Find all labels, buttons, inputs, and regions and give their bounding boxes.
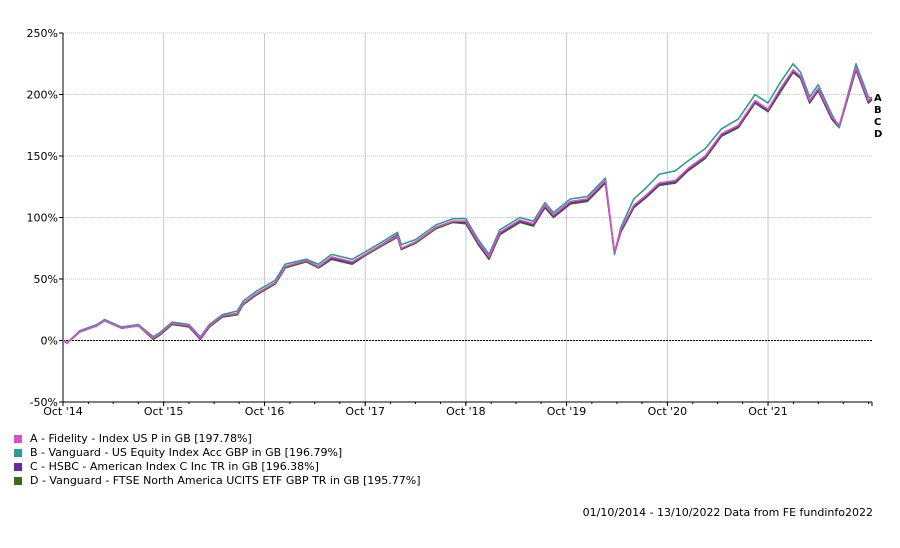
- x-tick-label: Oct '14: [43, 405, 83, 418]
- x-tick-label: Oct '20: [648, 405, 688, 418]
- data-source-footer: 01/10/2014 - 13/10/2022 Data from FE fun…: [582, 506, 873, 519]
- y-tick-label: 100%: [27, 212, 58, 225]
- x-tick-label: Oct '21: [748, 405, 788, 418]
- legend-item: A - Fidelity - Index US P in GB [197.78%…: [14, 432, 421, 446]
- legend: A - Fidelity - Index US P in GB [197.78%…: [14, 432, 421, 488]
- legend-label: D - Vanguard - FTSE North America UCITS …: [30, 474, 421, 487]
- series-lines: [62, 62, 873, 344]
- y-tick-labels: -50% 0% 50% 100% 150% 200% 250%: [27, 27, 58, 409]
- legend-item: C - HSBC - American Index C Inc TR in GB…: [14, 460, 421, 474]
- series-line-b: [62, 62, 873, 344]
- legend-swatch: [14, 463, 22, 471]
- x-tick-label: Oct '17: [345, 405, 385, 418]
- legend-label: A - Fidelity - Index US P in GB [197.78%…: [30, 432, 252, 445]
- x-tick-label: Oct '18: [446, 405, 486, 418]
- legend-item: D - Vanguard - FTSE North America UCITS …: [14, 474, 421, 488]
- chart: -50% 0% 50% 100% 150% 200% 250% Oct '14 Oct '15…: [27, 27, 883, 418]
- y-tick-label: 150%: [27, 150, 58, 163]
- legend-item: B - Vanguard - US Equity Index Acc GBP i…: [14, 446, 421, 460]
- y-tick-label: 0%: [41, 335, 58, 348]
- y-tick-label: -50%: [30, 396, 58, 409]
- end-label-c: C: [874, 117, 881, 128]
- x-tick-labels: Oct '14 Oct '15 Oct '16 Oct '17 Oct '18 Oct '…: [43, 405, 788, 418]
- legend-label: C - HSBC - American Index C Inc TR in GB…: [30, 460, 319, 473]
- legend-swatch: [14, 477, 22, 485]
- y-tick-label: 250%: [27, 27, 58, 40]
- series-line-a: [62, 66, 873, 344]
- series-line-d: [62, 69, 873, 344]
- end-label-d: D: [874, 129, 882, 140]
- x-tick-label: Oct '19: [547, 405, 587, 418]
- end-label-a: A: [874, 93, 882, 104]
- legend-swatch: [14, 449, 22, 457]
- y-tick-label: 200%: [27, 89, 58, 102]
- legend-swatch: [14, 435, 22, 443]
- end-label-b: B: [874, 105, 882, 116]
- legend-label: B - Vanguard - US Equity Index Acc GBP i…: [30, 446, 343, 459]
- x-tick-label: Oct '15: [144, 405, 184, 418]
- y-tick-label: 50%: [34, 273, 58, 286]
- x-tick-label: Oct '16: [245, 405, 285, 418]
- gridlines: [62, 32, 872, 403]
